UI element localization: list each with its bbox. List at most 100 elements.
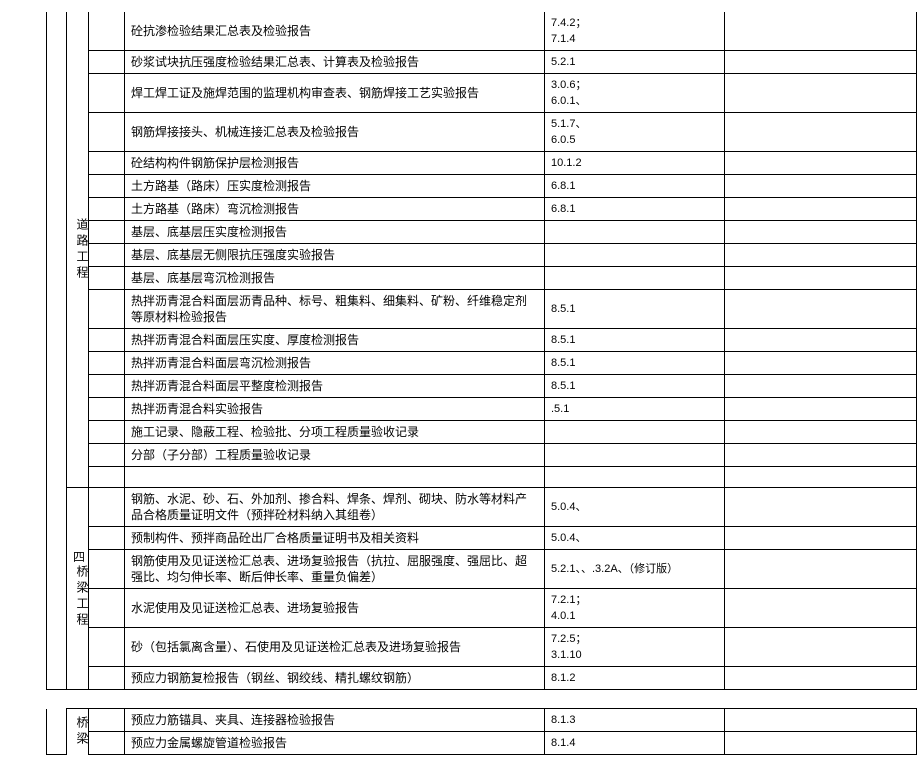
table-row: 基层、底基层压实度检测报告 xyxy=(47,221,917,244)
blank-cell xyxy=(725,329,917,352)
blank-cell xyxy=(725,290,917,329)
table-row: 预制构件、预拌商品砼出厂合格质量证明书及相关资料5.0.4、 xyxy=(47,527,917,550)
item-desc: 预应力筋锚具、夹具、连接器检验报告 xyxy=(125,709,545,732)
item-code: 6.8.1 xyxy=(545,175,725,198)
item-code xyxy=(545,221,725,244)
gutter-col xyxy=(47,12,67,690)
blank-cell xyxy=(725,667,917,690)
table-row: 基层、底基层无侧限抗压强度实验报告 xyxy=(47,244,917,267)
seq-cell xyxy=(89,398,125,421)
item-desc: 砂浆试块抗压强度检验结果汇总表、计算表及检验报告 xyxy=(125,51,545,74)
table-row: 热拌沥青混合料面层平整度检测报告8.5.1 xyxy=(47,375,917,398)
table-row: 施工记录、隐蔽工程、检验批、分项工程质量验收记录 xyxy=(47,421,917,444)
item-code: 8.5.1 xyxy=(545,329,725,352)
item-code: 8.1.2 xyxy=(545,667,725,690)
item-desc: 热拌沥青混合料面层压实度、厚度检测报告 xyxy=(125,329,545,352)
item-desc: 热拌沥青混合料面层沥青品种、标号、粗集料、细集料、矿粉、纤维稳定剂等原材料检验报… xyxy=(125,290,545,329)
seq-cell xyxy=(89,527,125,550)
seq-cell xyxy=(89,175,125,198)
section-bridge-2: 桥梁 xyxy=(67,709,89,755)
blank-cell xyxy=(725,628,917,667)
item-desc: 基层、底基层无侧限抗压强度实验报告 xyxy=(125,244,545,267)
item-desc: 施工记录、隐蔽工程、检验批、分项工程质量验收记录 xyxy=(125,421,545,444)
item-desc: 水泥使用及见证送检汇总表、进场复验报告 xyxy=(125,589,545,628)
table-row: 热拌沥青混合料面层压实度、厚度检测报告8.5.1 xyxy=(47,329,917,352)
table-row: 水泥使用及见证送检汇总表、进场复验报告7.2.1；4.0.1 xyxy=(47,589,917,628)
seq-cell xyxy=(89,290,125,329)
seq-cell xyxy=(89,51,125,74)
blank-cell xyxy=(725,398,917,421)
blank-cell xyxy=(725,527,917,550)
section-road-label: 道路工程 xyxy=(73,218,91,282)
item-code: 7.2.1；4.0.1 xyxy=(545,589,725,628)
seq-cell xyxy=(89,329,125,352)
blank-cell xyxy=(725,175,917,198)
item-desc: 焊工焊工证及施焊范围的监理机构审查表、钢筋焊接工艺实验报告 xyxy=(125,74,545,113)
item-code: 7.2.5；3.1.10 xyxy=(545,628,725,667)
item-desc: 土方路基（路床）弯沉检测报告 xyxy=(125,198,545,221)
item-desc: 热拌沥青混合料实验报告 xyxy=(125,398,545,421)
table-row: 热拌沥青混合料面层沥青品种、标号、粗集料、细集料、矿粉、纤维稳定剂等原材料检验报… xyxy=(47,290,917,329)
item-code: 5.2.1、、.3.2A、（修订版） xyxy=(545,550,725,589)
seq-cell xyxy=(89,628,125,667)
blank-cell xyxy=(725,152,917,175)
blank-cell xyxy=(725,444,917,467)
table-row: 砼结构构件钢筋保护层检测报告10.1.2 xyxy=(47,152,917,175)
table-row: 钢筋使用及见证送检汇总表、进场复验报告（抗拉、屈服强度、强屈比、超强比、均匀伸长… xyxy=(47,550,917,589)
blank-cell xyxy=(725,375,917,398)
seq-cell xyxy=(89,488,125,527)
item-code: 6.8.1 xyxy=(545,198,725,221)
seq-cell xyxy=(89,352,125,375)
section-bridge-2-label: 桥梁 xyxy=(73,716,91,748)
table-row: 热拌沥青混合料面层弯沉检测报告8.5.1 xyxy=(47,352,917,375)
item-desc: 钢筋使用及见证送检汇总表、进场复验报告（抗拉、屈服强度、强屈比、超强比、均匀伸长… xyxy=(125,550,545,589)
item-desc: 预应力金属螺旋管道检验报告 xyxy=(125,732,545,755)
item-code: 3.0.6；6.0.1、 xyxy=(545,74,725,113)
seq-cell xyxy=(89,375,125,398)
item-code: 5.0.4、 xyxy=(545,488,725,527)
item-desc: 砼抗渗检验结果汇总表及检验报告 xyxy=(125,12,545,51)
item-desc: 分部（子分部）工程质量验收记录 xyxy=(125,444,545,467)
table-row: 基层、底基层弯沉检测报告 xyxy=(47,267,917,290)
item-desc: 预应力钢筋复检报告（钢丝、钢绞线、精扎螺纹钢筋） xyxy=(125,667,545,690)
blank-cell xyxy=(725,221,917,244)
item-code: 8.1.3 xyxy=(545,709,725,732)
table-row: 土方路基（路床）压实度检测报告6.8.1 xyxy=(47,175,917,198)
seq-cell xyxy=(89,732,125,755)
item-desc: 基层、底基层压实度检测报告 xyxy=(125,221,545,244)
table-row: 四桥梁工程钢筋、水泥、砂、石、外加剂、掺合料、焊条、焊剂、砌块、防水等材料产品合… xyxy=(47,488,917,527)
table-row: 砂（包括氯离含量）、石使用及见证送检汇总表及进场复验报告7.2.5；3.1.10 xyxy=(47,628,917,667)
item-desc: 钢筋焊接接头、机械连接汇总表及检验报告 xyxy=(125,113,545,152)
inspection-table-2: 桥梁预应力筋锚具、夹具、连接器检验报告8.1.3预应力金属螺旋管道检验报告8.1… xyxy=(46,708,917,755)
blank-cell xyxy=(725,589,917,628)
seq-cell xyxy=(89,74,125,113)
item-desc: 土方路基（路床）压实度检测报告 xyxy=(125,175,545,198)
item-code: 5.0.4、 xyxy=(545,527,725,550)
item-desc: 热拌沥青混合料面层平整度检测报告 xyxy=(125,375,545,398)
seq-cell xyxy=(89,709,125,732)
seq-cell xyxy=(89,12,125,51)
table-row: 桥梁预应力筋锚具、夹具、连接器检验报告8.1.3 xyxy=(47,709,917,732)
item-code: 8.1.4 xyxy=(545,732,725,755)
item-code xyxy=(545,444,725,467)
item-desc: 砂（包括氯离含量）、石使用及见证送检汇总表及进场复验报告 xyxy=(125,628,545,667)
section-bridge-num: 四 xyxy=(73,549,82,565)
item-desc: 基层、底基层弯沉检测报告 xyxy=(125,267,545,290)
table-row: 焊工焊工证及施焊范围的监理机构审查表、钢筋焊接工艺实验报告3.0.6；6.0.1… xyxy=(47,74,917,113)
blank-cell xyxy=(725,267,917,290)
item-code: 8.5.1 xyxy=(545,375,725,398)
blank-cell xyxy=(725,113,917,152)
blank-cell xyxy=(725,732,917,755)
item-code: 10.1.2 xyxy=(545,152,725,175)
blank-cell xyxy=(725,51,917,74)
seq-cell xyxy=(89,421,125,444)
section-road: 道路工程 xyxy=(67,12,89,488)
section-bridge-label: 桥梁工程 xyxy=(73,565,91,629)
table-row: 预应力钢筋复检报告（钢丝、钢绞线、精扎螺纹钢筋）8.1.2 xyxy=(47,667,917,690)
blank-cell xyxy=(725,198,917,221)
seq-cell xyxy=(89,244,125,267)
seq-cell xyxy=(89,152,125,175)
item-code: 8.5.1 xyxy=(545,290,725,329)
item-code: 7.4.2；7.1.4 xyxy=(545,12,725,51)
blank-cell xyxy=(725,244,917,267)
